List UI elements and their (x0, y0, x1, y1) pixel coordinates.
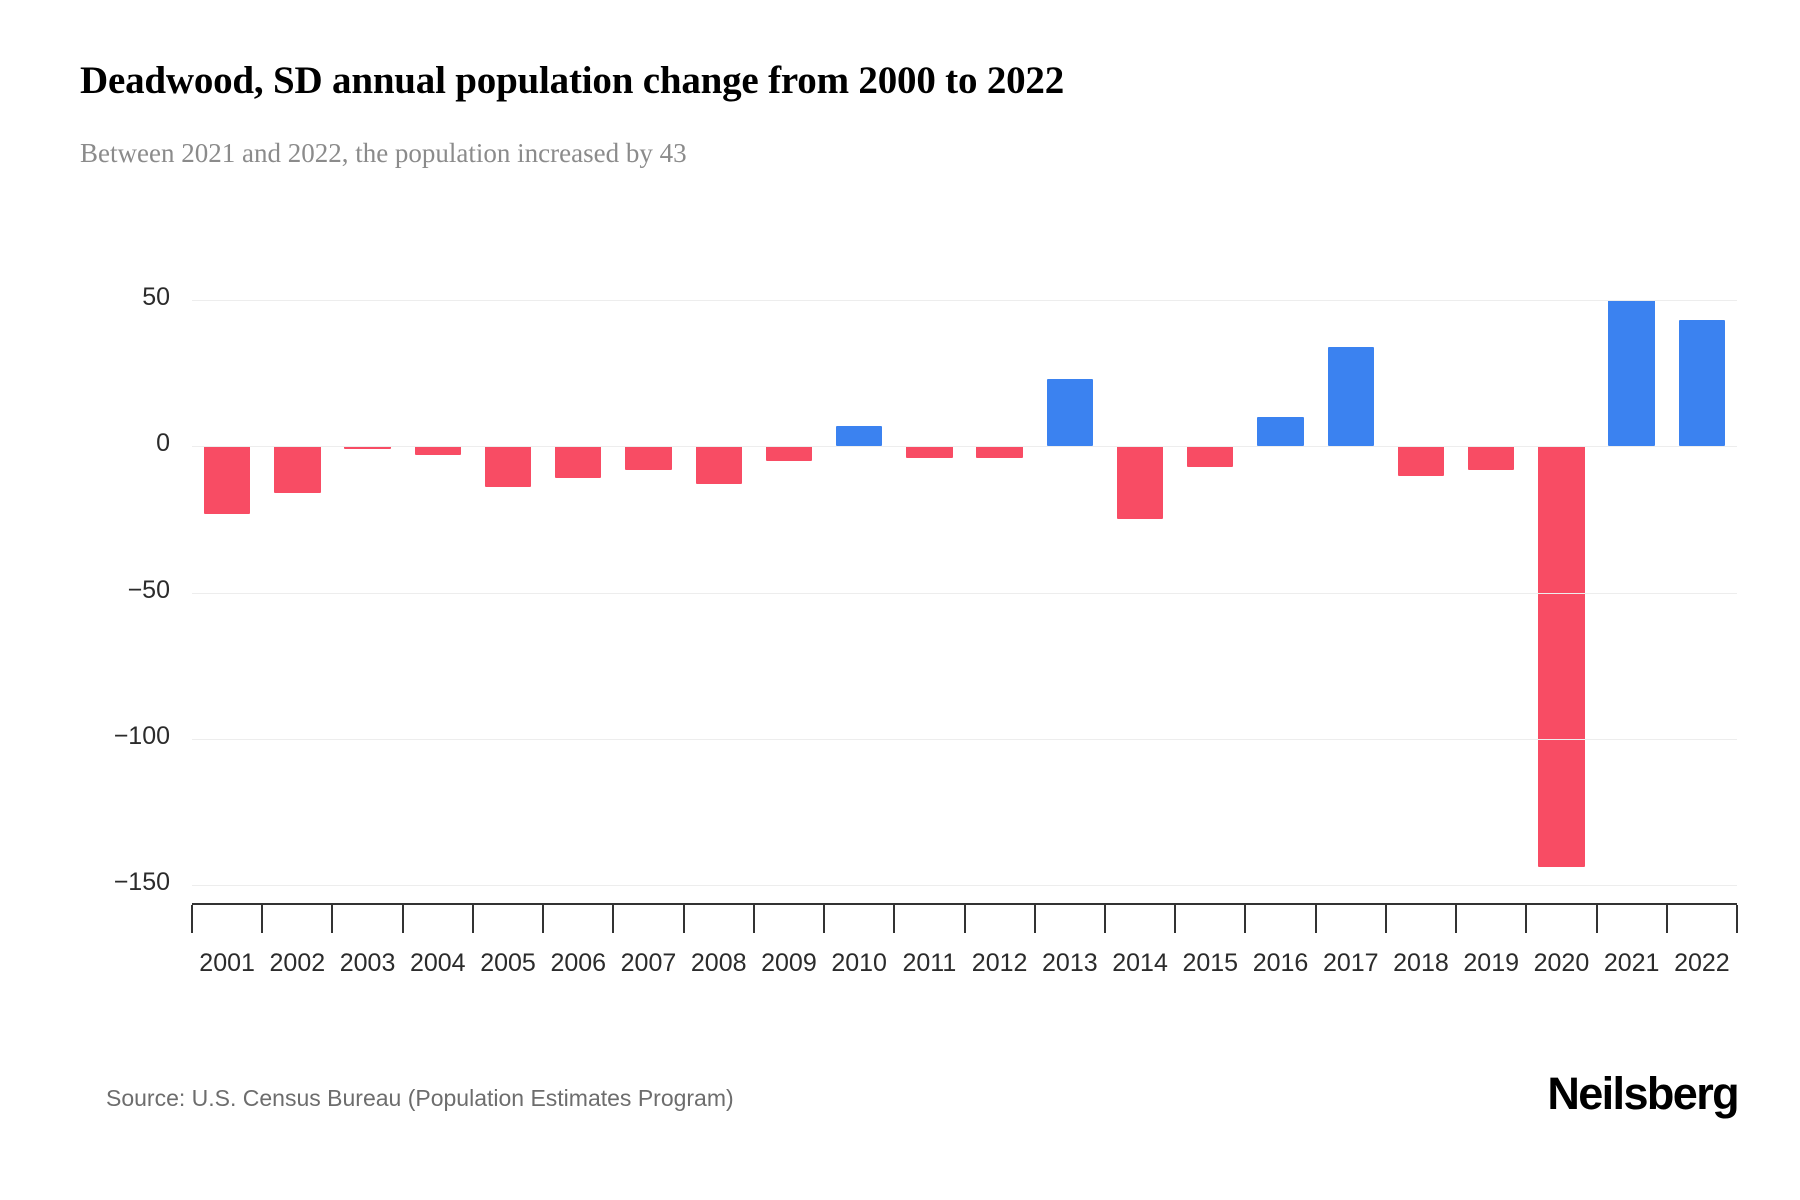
x-tick-mark (471, 905, 474, 933)
bar[interactable] (1116, 446, 1164, 520)
bar[interactable] (976, 446, 1023, 458)
x-tick-label: 2018 (1393, 949, 1449, 977)
x-tick-label: 2005 (480, 949, 536, 977)
bar[interactable] (555, 446, 602, 479)
x-tick-label: 2016 (1252, 949, 1309, 977)
x-tick-label: 2004 (409, 949, 466, 977)
bar[interactable] (765, 446, 813, 461)
bar[interactable] (835, 425, 883, 447)
x-tick-label: 2017 (1322, 949, 1379, 977)
x-tick-mark (1525, 905, 1528, 933)
x-tick-mark (1033, 905, 1036, 933)
bar[interactable] (203, 446, 251, 514)
x-axis-line (192, 903, 1737, 905)
x-tick-mark (1103, 905, 1106, 933)
x-tick-mark (1174, 905, 1177, 933)
page-subtitle: Between 2021 and 2022, the population in… (80, 138, 687, 168)
x-tick-label: 2012 (971, 949, 1028, 977)
y-tick-label: −100 (113, 721, 170, 750)
x-tick-mark (612, 905, 615, 933)
x-tick-label: 2002 (269, 949, 326, 977)
bar[interactable] (1538, 446, 1585, 868)
gridline (192, 300, 1737, 301)
x-tick-label: 2010 (831, 949, 887, 977)
x-tick-mark (542, 905, 545, 933)
x-tick-mark (1665, 905, 1668, 933)
bar[interactable] (906, 446, 953, 458)
x-tick-mark (191, 905, 193, 933)
x-tick-label: 2009 (761, 949, 817, 977)
bar[interactable] (1397, 446, 1445, 476)
x-tick-label: 2001 (199, 949, 255, 977)
x-axis-ticks: 2001 2002 2003 2004 2005 2006 2007 2008 2009 2010… (191, 905, 1738, 1015)
x-tick-label: 2007 (620, 949, 677, 977)
bar[interactable] (1046, 378, 1093, 447)
x-tick-mark (823, 905, 826, 933)
x-tick-mark (261, 905, 264, 933)
bar[interactable] (274, 446, 321, 494)
bar[interactable] (1608, 300, 1655, 447)
bar-series (192, 300, 1737, 885)
bar[interactable] (414, 446, 461, 456)
bar[interactable] (1257, 417, 1304, 447)
x-tick-mark (401, 905, 404, 933)
x-tick-mark (893, 905, 896, 933)
x-tick-mark (1244, 905, 1247, 933)
plot-area (192, 300, 1737, 885)
x-tick-label: 2015 (1182, 949, 1239, 977)
bar[interactable] (695, 446, 742, 485)
x-tick-label: 2021 (1603, 949, 1660, 977)
gridline (192, 885, 1737, 886)
x-tick-mark (1384, 905, 1387, 933)
x-tick-label: 2006 (550, 949, 607, 977)
bar[interactable] (625, 446, 672, 470)
x-tick-label: 2003 (339, 949, 396, 977)
x-tick-mark (752, 905, 755, 933)
x-tick-mark (682, 905, 685, 933)
gridline (192, 446, 1737, 447)
y-tick-label: 0 (156, 429, 170, 458)
x-tick-label: 2019 (1463, 949, 1520, 977)
x-tick-label: 2013 (1042, 949, 1098, 977)
x-tick-mark (1595, 905, 1598, 933)
x-tick-label: 2014 (1112, 949, 1168, 977)
gridline (192, 739, 1737, 740)
bar[interactable] (344, 446, 391, 450)
y-tick-label: −150 (113, 868, 170, 896)
gridline (192, 593, 1737, 594)
x-tick-mark (1314, 905, 1317, 933)
x-tick-label: 2020 (1533, 949, 1590, 977)
y-tick-label: 50 (142, 283, 170, 311)
page-title: Deadwood, SD annual population change fr… (80, 59, 1065, 102)
bar[interactable] (1327, 346, 1374, 447)
x-tick-mark (1736, 905, 1738, 933)
x-tick-label: 2008 (690, 949, 747, 977)
bar[interactable] (1187, 446, 1234, 467)
x-tick-mark (1455, 905, 1458, 933)
y-tick-label: −50 (127, 575, 170, 604)
x-tick-mark (963, 905, 966, 933)
bar[interactable] (1468, 446, 1515, 470)
bar[interactable] (484, 446, 532, 488)
neilsberg-logo: Neilsberg (1547, 1068, 1739, 1119)
x-tick-label: 2022 (1674, 949, 1730, 977)
x-tick-label: 2011 (902, 949, 957, 977)
source-note: Source: U.S. Census Bureau (Population E… (106, 1085, 734, 1111)
x-tick-mark (331, 905, 334, 933)
bar[interactable] (1678, 320, 1726, 447)
